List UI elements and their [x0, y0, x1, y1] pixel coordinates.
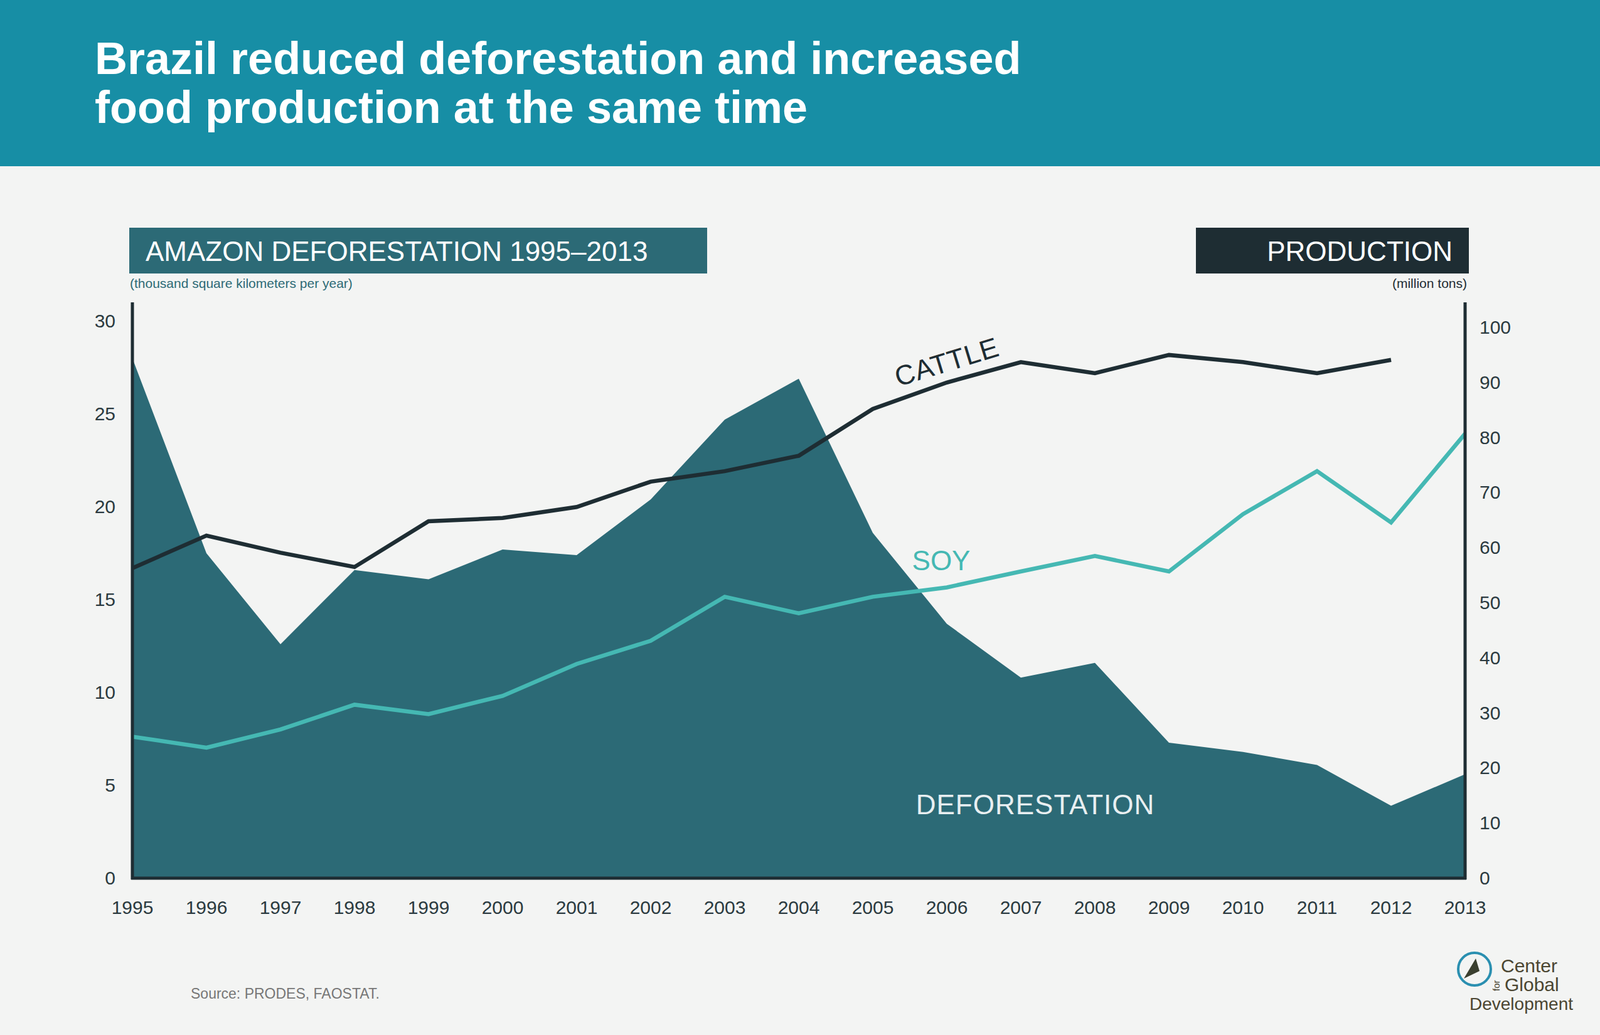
y2-tick-label: 60	[1479, 537, 1501, 558]
y2-tick-label: 20	[1479, 757, 1501, 779]
y2-tick-label: 90	[1479, 372, 1501, 393]
y-unit: (thousand square kilometers per year)	[129, 276, 353, 291]
y2-tick-label: 70	[1479, 481, 1501, 503]
title: Brazil reduced deforestation and increas…	[94, 33, 1074, 132]
x-tick-label: 2013	[1444, 897, 1487, 918]
x-tick-label: 2002	[629, 897, 672, 918]
line-soy	[132, 433, 1466, 748]
x-tick-label: 2004	[778, 897, 821, 918]
x-tick-label: 2008	[1074, 897, 1117, 918]
y2-tick-label: 40	[1479, 647, 1501, 669]
x-tick-label: 2009	[1148, 897, 1191, 918]
x-tick-label: 2001	[555, 897, 598, 918]
y2-label: PRODUCTION	[1266, 235, 1453, 267]
logo-icon	[1458, 953, 1491, 986]
x-tick-label: 1996	[185, 897, 228, 918]
y-tick-label: 15	[94, 589, 116, 610]
y-tick-label: 30	[94, 310, 116, 332]
logo-icon	[1463, 958, 1480, 979]
x-tick-label: 2000	[481, 897, 524, 918]
y-tick-label: 0	[104, 867, 116, 889]
logo-text: for	[1490, 980, 1502, 992]
logo-text: Global	[1504, 974, 1560, 996]
x-tick-label: 2007	[1000, 897, 1043, 918]
y-tick-label: 25	[94, 403, 116, 425]
x-axis-line	[131, 877, 1467, 881]
y2-tick-label: 30	[1479, 702, 1501, 724]
y2-tick-label: 50	[1479, 592, 1501, 614]
x-tick-label: 1997	[259, 897, 302, 918]
y2-tick-label: 10	[1479, 812, 1501, 834]
logo-text: Development	[1469, 994, 1574, 1014]
x-tick-label: 1995	[111, 897, 154, 918]
y-tick-label: 5	[104, 774, 116, 796]
x-tick-label: 2006	[926, 897, 969, 918]
area-deforestation	[132, 358, 1466, 879]
chart: 0 5 10 15 20 25 30 0 10 20 30 40 50 60 70 80 90 100 1995 19…	[0, 0, 1600, 1035]
source: Source: PRODES, FAOSTAT.	[190, 985, 380, 1003]
series-label: SOY	[912, 545, 971, 576]
y-tick-label: 20	[94, 496, 116, 518]
y-tick-label: 10	[94, 682, 116, 703]
y2-tick-label: 0	[1479, 867, 1491, 889]
y-label: AMAZON DEFORESTATION 1995–2013	[145, 235, 648, 267]
y2-tick-label: 100	[1479, 316, 1511, 338]
y2-tick-label: 80	[1479, 427, 1501, 448]
y2-label-box	[1195, 227, 1469, 274]
x-tick-label: 2003	[704, 897, 747, 918]
plot-area	[132, 355, 1466, 879]
logo: Center forGlobalDevelopment	[1458, 953, 1574, 1014]
x-tick-label: 2005	[852, 897, 895, 918]
x-tick-label: 2010	[1222, 897, 1265, 918]
line-cattle	[132, 355, 1392, 569]
logo-text: Center	[1500, 955, 1558, 977]
y-axis-line	[131, 302, 135, 880]
y2-axis-line	[1463, 302, 1467, 880]
y-label-box	[129, 227, 708, 274]
series-label: CATTLE	[890, 331, 1003, 393]
x-tick-label: 1999	[407, 897, 450, 918]
x-tick-label: 1998	[333, 897, 376, 918]
series-label: DEFORESTATION	[916, 789, 1156, 821]
x-tick-label: 2011	[1296, 897, 1338, 918]
x-tick-label: 2012	[1370, 897, 1413, 918]
y2-unit: (million tons)	[1392, 276, 1467, 291]
